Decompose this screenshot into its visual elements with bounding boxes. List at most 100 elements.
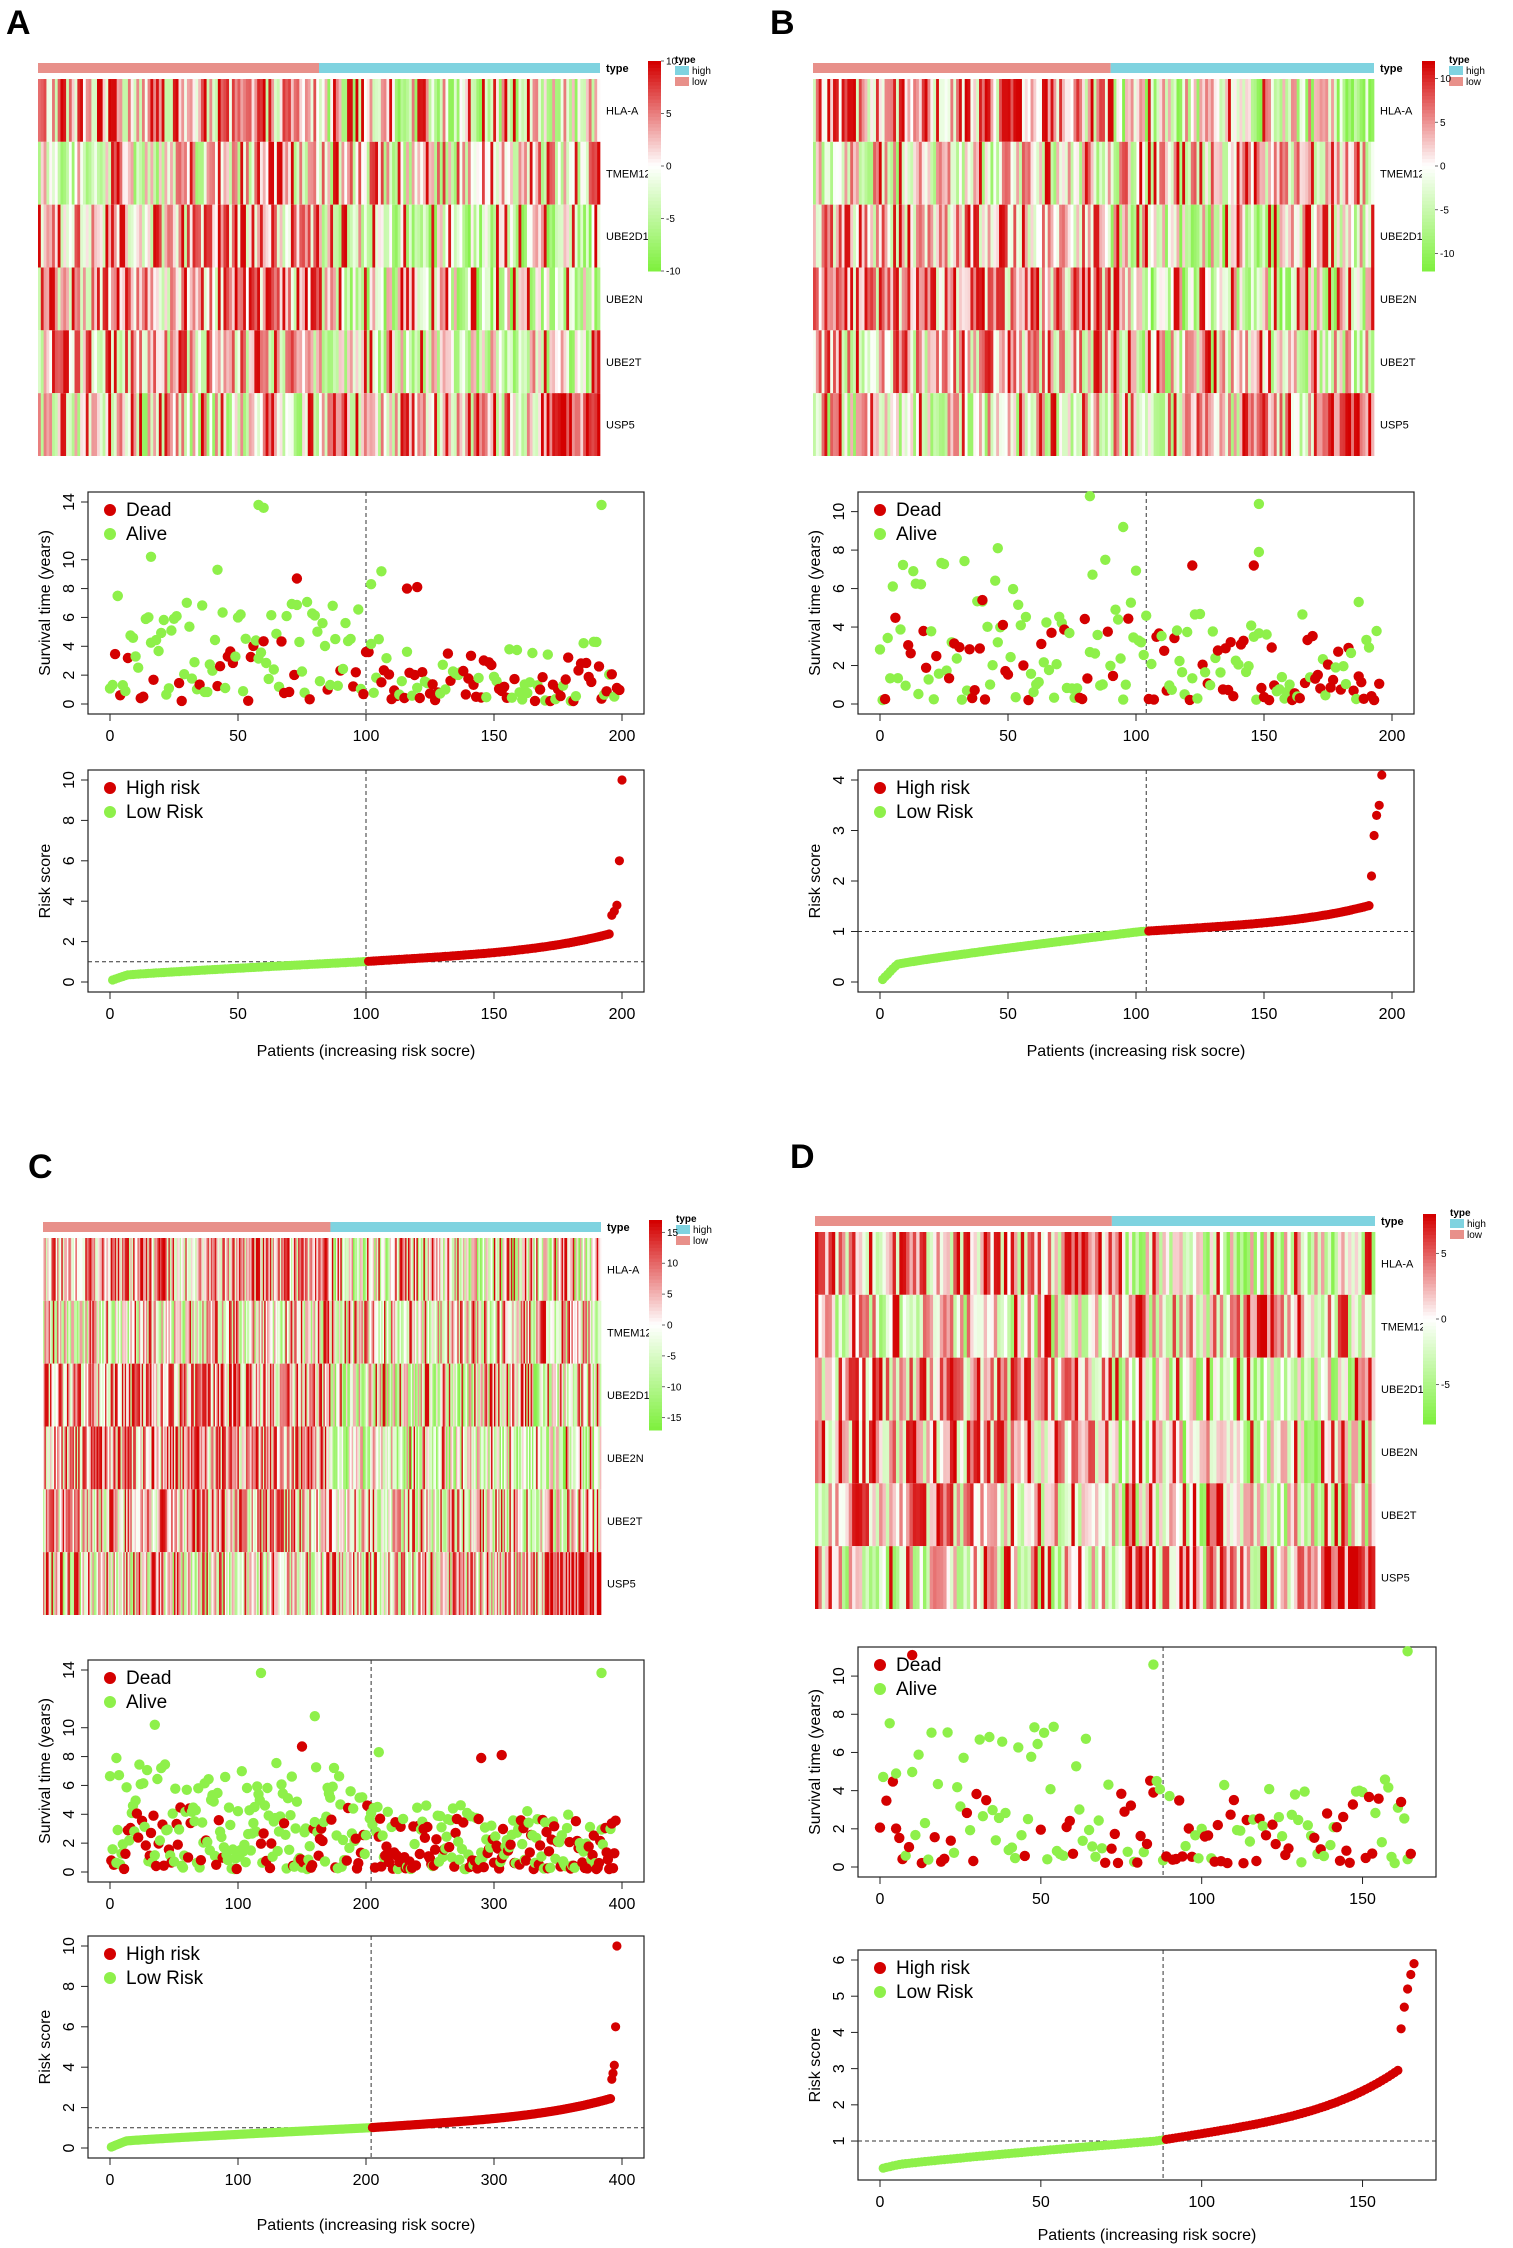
heatmap-cell	[74, 330, 78, 394]
heatmap-cell	[394, 79, 399, 142]
survival-point-alive	[1320, 690, 1331, 701]
heatmap-cell	[88, 1300, 90, 1364]
heatmap-cell	[878, 393, 883, 456]
survival-point-alive	[481, 692, 492, 703]
heatmap-cell	[547, 1238, 550, 1301]
heatmap-cell	[99, 141, 103, 205]
heatmap-cell	[1082, 79, 1086, 142]
heatmap-cell	[265, 330, 269, 394]
heatmap-cell	[193, 1426, 196, 1490]
survival-point-alive	[1048, 692, 1060, 703]
heatmap-cell	[189, 1300, 192, 1364]
heatmap-cell	[43, 79, 47, 142]
heatmap-cell	[83, 1363, 86, 1427]
colorbar-segment	[648, 99, 661, 104]
heatmap-cell	[116, 204, 120, 268]
heatmap-cell	[878, 330, 883, 394]
heatmap-cell	[237, 1238, 240, 1301]
heatmap-row-ube2n	[813, 267, 1375, 331]
type-legend-label-low: low	[692, 77, 708, 88]
heatmap-cell	[400, 267, 404, 331]
heatmap-cell	[1127, 204, 1132, 268]
heatmap-cell	[335, 330, 340, 394]
heatmap-cell	[309, 1238, 312, 1301]
heatmap-cell	[979, 267, 983, 331]
heatmap-cell	[258, 1300, 261, 1364]
heatmap-cell	[1230, 204, 1235, 268]
colorbar-segment	[1422, 162, 1435, 167]
heatmap-cell	[1193, 393, 1197, 456]
heatmap-cell	[535, 79, 539, 142]
heatmap-cell	[987, 79, 991, 142]
heatmap-cell	[350, 1238, 352, 1301]
heatmap-cell	[93, 1426, 96, 1490]
heatmap-cell	[553, 1363, 555, 1427]
heatmap-cell	[296, 1238, 299, 1301]
heatmap-cell	[433, 1238, 436, 1301]
heatmap-cell	[907, 204, 911, 268]
heatmap-cell	[921, 393, 925, 456]
gene-label: UBE2D1	[1380, 231, 1423, 243]
heatmap-cell	[546, 1363, 548, 1427]
heatmap-cell	[434, 330, 438, 394]
survival-point-alive	[281, 610, 292, 622]
heatmap-cell	[881, 393, 885, 456]
colorbar-segment	[1422, 264, 1435, 268]
heatmap-cell	[526, 79, 531, 142]
heatmap-cell	[827, 79, 831, 142]
type-annotation-label: type	[607, 1222, 630, 1234]
heatmap-cell	[281, 1426, 283, 1490]
heatmap-cell	[560, 1363, 562, 1427]
heatmap-cell	[288, 1238, 290, 1301]
heatmap-cell	[526, 204, 531, 268]
type-legend-title: type	[1449, 55, 1470, 66]
heatmap-cell	[1039, 141, 1043, 205]
heatmap-cell	[1021, 267, 1026, 331]
heatmap-cell	[1250, 393, 1255, 456]
heatmap-cell	[119, 1363, 121, 1427]
heatmap-cell	[1113, 141, 1117, 205]
heatmap-cell	[1253, 330, 1257, 394]
heatmap-cell	[347, 204, 351, 268]
heatmap-cell	[1147, 141, 1152, 205]
heatmap-cell	[49, 330, 53, 394]
heatmap-cell	[1173, 141, 1177, 205]
heatmap-cell	[74, 393, 78, 456]
heatmap-cell	[293, 141, 297, 205]
heatmap-cell	[1256, 79, 1260, 142]
colorbar-segment	[1422, 166, 1435, 170]
heatmap-cell	[176, 1426, 179, 1490]
heatmap-cell	[465, 1300, 468, 1364]
heatmap-cell	[140, 1363, 142, 1427]
heatmap-cell	[116, 141, 120, 205]
heatmap-cell	[147, 1426, 150, 1490]
heatmap-cell	[65, 1363, 68, 1427]
heatmap-cell	[1150, 79, 1154, 142]
colorbar-segment	[1422, 78, 1435, 83]
heatmap-cell	[96, 1238, 99, 1301]
heatmap-cell	[400, 1426, 403, 1490]
heatmap-cell	[473, 267, 477, 331]
heatmap-cell	[413, 1238, 416, 1301]
heatmap-cell	[1127, 330, 1132, 394]
heatmap-cell	[83, 1426, 86, 1490]
heatmap-cell	[131, 1363, 134, 1427]
heatmap-cell	[99, 1363, 102, 1427]
heatmap-cell	[521, 141, 525, 205]
heatmap-cell	[593, 1238, 596, 1301]
heatmap-cell	[319, 1300, 321, 1364]
heatmap-cell	[1001, 79, 1006, 142]
heatmap-cell	[375, 79, 379, 142]
heatmap-cell	[516, 1300, 519, 1364]
heatmap-cell	[302, 204, 306, 268]
heatmap-cell	[887, 141, 891, 205]
heatmap-cell	[487, 141, 491, 205]
heatmap-cell	[330, 1300, 333, 1364]
heatmap-cell	[231, 1363, 234, 1427]
heatmap-cell	[338, 1238, 341, 1301]
heatmap-cell	[534, 1363, 537, 1427]
heatmap-cell	[290, 204, 295, 268]
heatmap-cell	[111, 393, 115, 456]
heatmap-cell	[535, 204, 539, 268]
heatmap-cell	[97, 1300, 100, 1364]
